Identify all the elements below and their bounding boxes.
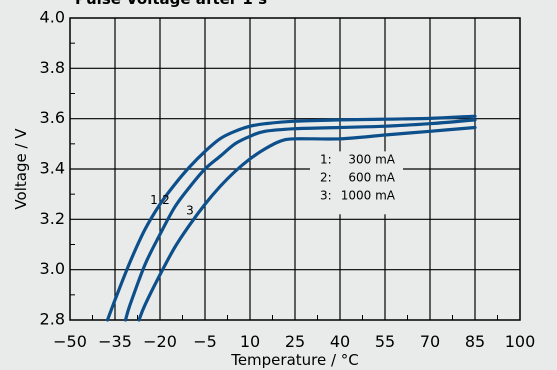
x-tick-label: −20 (143, 332, 177, 351)
curve-label-2: 2 (162, 193, 170, 207)
legend-value: 1000 mA (341, 188, 396, 202)
legend-value: 600 mA (348, 170, 395, 184)
curve-labels: 1 2 3 (150, 193, 194, 217)
grid (70, 18, 520, 320)
y-axis-label: Voltage / V (12, 128, 30, 210)
curve-label-1: 1 (150, 193, 158, 207)
series-lines (105, 114, 477, 322)
series-line-2 (123, 118, 477, 322)
x-tick-label: −5 (193, 332, 217, 351)
x-tick-label: 85 (465, 332, 485, 351)
legend: 1: 300 mA 2: 600 mA 3: 1000 mA (310, 151, 403, 215)
series-line-1 (105, 114, 477, 322)
y-tick-label: 3.0 (40, 259, 65, 278)
legend-value: 300 mA (348, 152, 395, 166)
x-tick-label: 40 (330, 332, 350, 351)
y-tick-label: 3.6 (40, 108, 65, 127)
x-tick-label: 55 (375, 332, 395, 351)
x-axis-label: Temperature / °C (230, 351, 359, 369)
series-line-3 (137, 125, 477, 322)
x-tick-label: 100 (505, 332, 536, 351)
x-tick-label: −50 (53, 332, 87, 351)
y-tick-label: 2.8 (40, 310, 65, 329)
y-tick-label: 3.2 (40, 209, 65, 228)
y-tick-label: 3.4 (40, 159, 65, 178)
x-tick-label: 25 (285, 332, 305, 351)
chart-title: Pulse Voltage after 1 s (75, 0, 267, 8)
legend-key: 3: (320, 188, 332, 202)
legend-box (310, 151, 403, 215)
y-tick-label: 3.8 (40, 58, 65, 77)
curve-label-3: 3 (186, 203, 194, 217)
x-tick-label: 70 (420, 332, 440, 351)
legend-key: 1: (320, 152, 332, 166)
axis-ticks: −50 −35 −20 −5 10 25 40 55 70 85 100 2.8 3.0 3.2 3.4 3.… (40, 8, 536, 352)
x-tick-label: 10 (240, 332, 260, 351)
plot-area (69, 17, 521, 321)
legend-key: 2: (320, 170, 332, 184)
x-tick-label: −35 (98, 332, 132, 351)
y-tick-label: 4.0 (40, 8, 65, 27)
